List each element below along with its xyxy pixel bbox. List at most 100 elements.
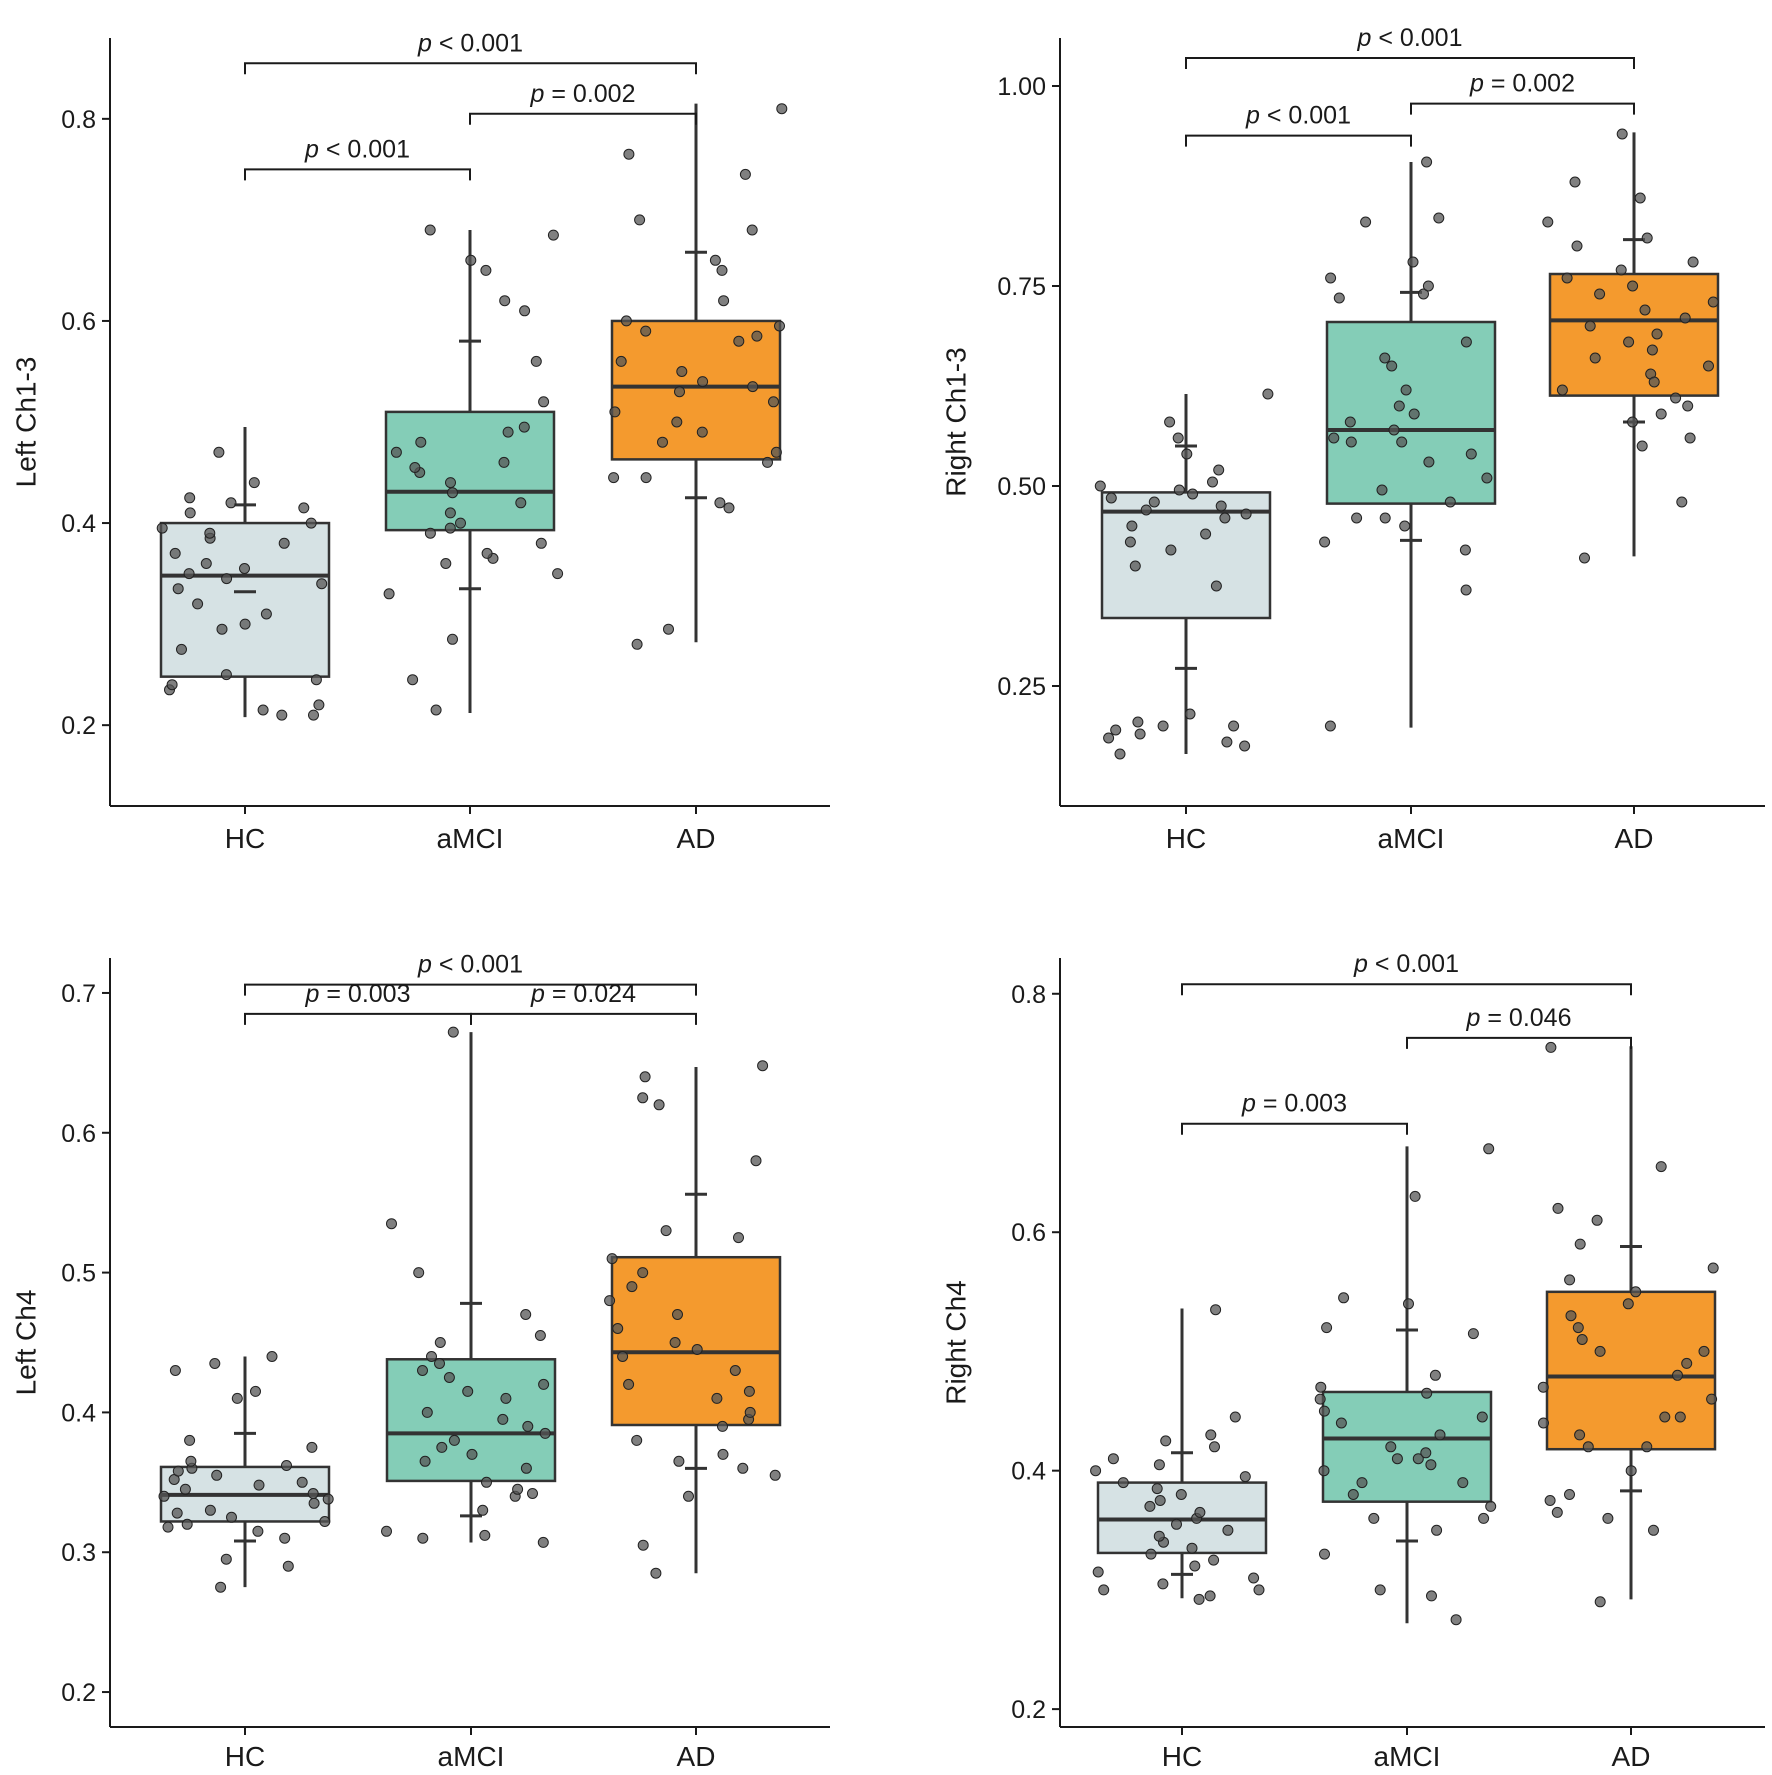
data-point (750, 1155, 762, 1167)
y-tick-label: 0.2 (61, 1679, 96, 1707)
y-tick-label: 0.6 (61, 308, 96, 336)
data-point (1571, 240, 1583, 252)
data-point (278, 537, 290, 549)
data-point (744, 1406, 756, 1418)
data-point (1418, 288, 1429, 300)
x-category-label: aMCI (1378, 823, 1445, 854)
data-point (1328, 432, 1340, 444)
data-point (419, 1455, 431, 1467)
data-point (1173, 484, 1185, 496)
data-point (1148, 496, 1160, 508)
data-point (631, 1434, 643, 1446)
data-point (260, 608, 272, 620)
data-point (1315, 1381, 1327, 1393)
p-value-label: p = 0.003 (305, 980, 411, 1008)
x-category-label: HC (1166, 823, 1206, 854)
data-point (316, 578, 328, 590)
data-point (1219, 512, 1231, 524)
data-point (276, 709, 288, 721)
data-point (1129, 560, 1141, 572)
significance-bracket (244, 62, 697, 75)
data-point (520, 1309, 532, 1320)
y-tick-label: 0.2 (61, 712, 96, 740)
data-point (1114, 748, 1126, 760)
data-point (213, 446, 225, 458)
data-point (1229, 1411, 1241, 1423)
data-point (676, 366, 688, 377)
data-point (1556, 384, 1568, 396)
data-point (606, 1253, 618, 1265)
data-point (520, 1462, 532, 1474)
data-point (1347, 1489, 1359, 1500)
data-point (640, 472, 652, 484)
data-point (612, 1323, 624, 1334)
data-point (1208, 1554, 1220, 1566)
data-point (220, 1553, 232, 1565)
data-point (480, 264, 492, 276)
data-point (1204, 1590, 1216, 1602)
data-point (1314, 1393, 1326, 1405)
y-tick-label: 0.4 (1011, 1458, 1046, 1486)
data-point (1457, 1477, 1469, 1489)
data-point (211, 1469, 223, 1481)
y-tick-label: 0.7 (61, 980, 96, 1008)
data-point (623, 1378, 635, 1390)
data-point (774, 320, 785, 332)
data-point (1615, 264, 1627, 276)
p-value-label: p < 0.001 (304, 135, 410, 163)
data-point (696, 426, 708, 438)
data-point (1126, 520, 1138, 532)
data-point (1676, 496, 1688, 508)
y-tick-label: 0.2 (1011, 1696, 1046, 1724)
data-point (711, 1392, 723, 1404)
data-point (171, 1507, 183, 1519)
data-point (257, 704, 269, 716)
data-point (415, 436, 427, 448)
p-value-label: p < 0.001 (1357, 24, 1463, 52)
data-point (1545, 1041, 1557, 1053)
y-tick-label: 0.25 (997, 673, 1046, 701)
data-point (639, 1071, 651, 1083)
data-point (1421, 156, 1433, 168)
data-point (608, 472, 620, 484)
data-point (637, 1539, 649, 1551)
data-point (386, 1218, 397, 1230)
data-point (522, 1420, 534, 1432)
x-category-label: HC (1162, 1741, 1202, 1772)
p-value-label: p = 0.003 (1241, 1090, 1347, 1118)
data-point (1655, 1161, 1667, 1173)
data-point (653, 1099, 665, 1111)
data-point (631, 638, 643, 650)
x-category-label: aMCI (437, 823, 504, 854)
data-point (1602, 1512, 1614, 1524)
data-point (671, 416, 683, 428)
data-point (1344, 416, 1356, 428)
data-point (424, 224, 436, 236)
data-point (1391, 1453, 1403, 1465)
data-point (172, 1465, 184, 1477)
p-value-label: p < 0.001 (1245, 102, 1351, 130)
data-point (307, 1488, 319, 1499)
data-point (1420, 1447, 1432, 1459)
data-point (1187, 488, 1199, 500)
data-point (1222, 1524, 1234, 1536)
data-point (1253, 1584, 1265, 1596)
data-point (733, 1232, 744, 1244)
data-point (1422, 280, 1434, 292)
data-point (1385, 1441, 1397, 1453)
box-amci (385, 1358, 557, 1483)
data-point (1421, 1387, 1433, 1399)
data-point (1368, 1512, 1380, 1524)
y-tick-label: 0.3 (61, 1539, 96, 1567)
data-point (1160, 1435, 1172, 1447)
data-point (663, 623, 674, 635)
data-point (1483, 1143, 1495, 1155)
data-point (1569, 176, 1581, 188)
data-point (1134, 728, 1146, 740)
data-point (1386, 360, 1398, 372)
data-point (1360, 216, 1372, 228)
data-point (1324, 720, 1336, 732)
data-point (1429, 1369, 1441, 1381)
data-point (1659, 1411, 1671, 1423)
data-point (417, 1365, 428, 1376)
